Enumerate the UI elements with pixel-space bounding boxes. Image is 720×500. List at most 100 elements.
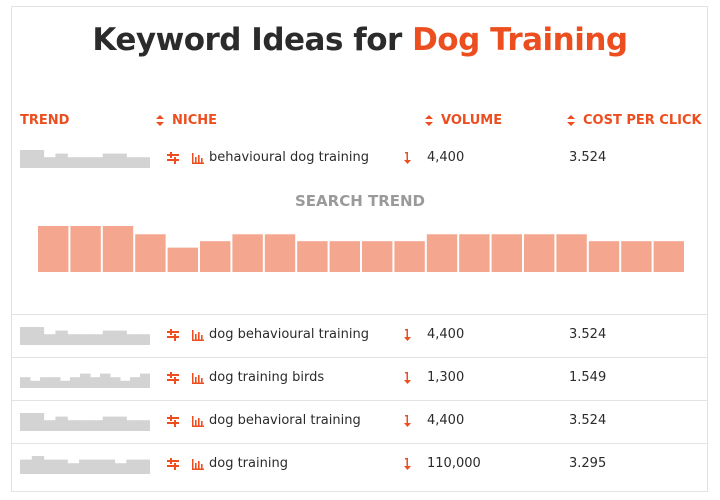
- sparkline-bar: [126, 334, 139, 345]
- sparkline-bar: [90, 459, 104, 474]
- sparkline-bar: [102, 459, 116, 474]
- trend-sparkline: [20, 150, 151, 168]
- down-arrow-icon: [403, 457, 413, 471]
- niche-keyword[interactable]: behavioural dog training: [209, 150, 369, 165]
- search-trend-bar: [588, 241, 620, 272]
- down-arrow-icon: [403, 328, 413, 342]
- search-volume: 110,000: [427, 456, 481, 471]
- table-row[interactable]: dog behavioral training 4,400 3.524: [12, 400, 707, 443]
- page-title: Keyword Ideas for Dog Training: [0, 22, 720, 58]
- search-trend-bar: [394, 241, 425, 272]
- trend-sparkline: [20, 370, 151, 388]
- bar-chart-icon[interactable]: [191, 371, 205, 385]
- sparkline-bar: [31, 413, 45, 431]
- sparkline-bar: [80, 373, 91, 388]
- search-volume: 4,400: [427, 327, 465, 342]
- sparkline-bar: [30, 380, 41, 388]
- niche-keyword[interactable]: dog training: [209, 456, 288, 471]
- column-header-trend[interactable]: TREND: [20, 113, 69, 128]
- filter-icon[interactable]: [166, 414, 180, 428]
- filter-icon[interactable]: [166, 151, 180, 165]
- sparkline-bar: [90, 377, 101, 388]
- search-volume: 4,400: [427, 413, 465, 428]
- sparkline-bar: [102, 153, 116, 168]
- sparkline-bar: [60, 380, 71, 388]
- sparkline-bar: [138, 459, 151, 474]
- filter-icon[interactable]: [166, 328, 180, 342]
- sparkline-bar: [40, 377, 51, 388]
- sort-arrows-icon: [425, 115, 433, 126]
- bar-chart-icon[interactable]: [191, 457, 205, 471]
- search-trend-bar: [38, 226, 69, 272]
- search-trend-bar: [426, 234, 458, 272]
- sparkline-bar: [31, 456, 45, 474]
- column-header-cpc[interactable]: COST PER CLICK: [567, 113, 702, 128]
- sparkline-bar: [126, 420, 139, 431]
- sparkline-bar: [50, 377, 61, 388]
- sparkline-bar: [70, 377, 81, 388]
- cost-per-click: 3.524: [569, 327, 607, 342]
- sparkline-bar: [67, 463, 80, 474]
- column-header-volume[interactable]: VOLUME: [425, 113, 502, 128]
- search-trend-bar: [362, 241, 393, 272]
- down-arrow-icon: [403, 151, 413, 165]
- sparkline-bar: [114, 153, 127, 168]
- search-trend-title: SEARCH TREND: [294, 192, 426, 210]
- sparkline-bar: [120, 380, 131, 388]
- sort-arrows-icon: [156, 115, 164, 126]
- bar-chart-icon[interactable]: [191, 328, 205, 342]
- sparkline-bar: [102, 330, 116, 345]
- search-trend-bar: [653, 241, 684, 272]
- sparkline-bar: [79, 459, 92, 474]
- search-trend-bar: [232, 234, 263, 272]
- title-prefix: Keyword Ideas for: [92, 22, 413, 58]
- sparkline-bar: [67, 420, 80, 431]
- cost-per-click: 3.524: [569, 150, 607, 165]
- sparkline-bar: [55, 459, 68, 474]
- column-header-volume-label: VOLUME: [441, 113, 503, 128]
- sparkline-bar: [20, 150, 33, 168]
- sparkline-bar: [20, 377, 31, 388]
- sparkline-bar: [138, 420, 151, 431]
- search-trend-chart: [38, 226, 684, 272]
- search-trend-bar: [491, 234, 522, 272]
- sparkline-bar: [20, 459, 33, 474]
- sparkline-bar: [67, 334, 80, 345]
- filter-icon[interactable]: [166, 371, 180, 385]
- trend-sparkline: [20, 327, 151, 345]
- search-trend-bar: [200, 241, 231, 272]
- cost-per-click: 3.524: [569, 413, 607, 428]
- sparkline-bar: [20, 413, 33, 431]
- table-row[interactable]: dog training 110,000 3.295: [12, 443, 707, 486]
- search-trend-bar: [264, 234, 296, 272]
- bar-chart-icon[interactable]: [191, 151, 205, 165]
- sparkline-bar: [138, 157, 151, 168]
- sparkline-bar: [130, 377, 141, 388]
- sparkline-bar: [43, 420, 56, 431]
- table-row[interactable]: dog training birds 1,300 1.549: [12, 357, 707, 400]
- niche-keyword[interactable]: dog behavioural training: [209, 327, 369, 342]
- sparkline-bar: [67, 157, 80, 168]
- bar-chart-icon[interactable]: [191, 414, 205, 428]
- search-volume: 1,300: [427, 370, 465, 385]
- filter-icon[interactable]: [166, 457, 180, 471]
- sparkline-bar: [55, 416, 68, 431]
- niche-keyword[interactable]: dog behavioral training: [209, 413, 361, 428]
- sort-arrows-icon: [567, 115, 575, 126]
- table-row[interactable]: behavioural dog training 4,400 3.524: [12, 138, 707, 180]
- column-header-niche[interactable]: NICHE: [156, 113, 217, 128]
- sparkline-bar: [126, 459, 139, 474]
- sparkline-bar: [31, 327, 45, 345]
- trend-sparkline: [20, 413, 151, 431]
- sparkline-bar: [79, 157, 92, 168]
- sparkline-bar: [20, 327, 33, 345]
- column-header-niche-label: NICHE: [172, 113, 218, 128]
- down-arrow-icon: [403, 414, 413, 428]
- search-trend-bar: [297, 241, 328, 272]
- niche-keyword[interactable]: dog training birds: [209, 370, 325, 385]
- sparkline-bar: [43, 459, 56, 474]
- sparkline-bar: [114, 416, 127, 431]
- search-trend-bar: [70, 226, 101, 272]
- sparkline-bar: [79, 420, 92, 431]
- table-row[interactable]: dog behavioural training 4,400 3.524: [12, 314, 707, 357]
